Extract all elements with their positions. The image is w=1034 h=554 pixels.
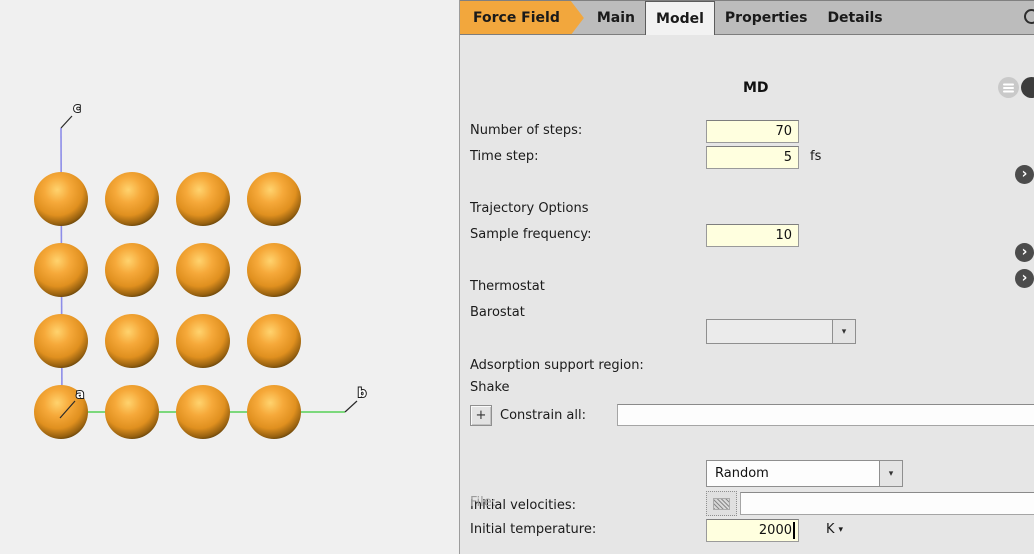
atom-sphere[interactable] [176,385,230,439]
tab-bar: Force Field Main Model Properties Detail… [460,0,1034,35]
atom-sphere[interactable] [105,243,159,297]
file-path-input[interactable] [740,492,1034,515]
hamburger-menu-icon[interactable] [998,77,1019,98]
chevron-right-icon: › [1021,165,1028,182]
browse-file-icon [713,497,730,510]
initial-temperature-label: Initial temperature: [470,522,597,537]
page-title: MD [743,80,769,96]
time-step-label: Time step: [470,149,539,164]
atom-sphere[interactable] [34,314,88,368]
atom-sphere[interactable] [247,243,301,297]
md-settings-panel: MD Number of steps: Time step: fs Trajec… [460,35,1034,554]
chevron-down-icon: ▾ [838,525,844,535]
atom-sphere[interactable] [105,385,159,439]
menu-lines-glyph [1003,86,1014,89]
3d-viewport[interactable]: c a b [0,0,459,554]
thermostat-expand-button[interactable]: › [1015,243,1034,262]
tab-model[interactable]: Model [645,1,715,35]
barostat-expand-button[interactable]: › [1015,269,1034,288]
tab-properties[interactable]: Properties [724,10,808,26]
chevron-right-icon: › [1021,243,1028,260]
adsorption-support-region-dropdown[interactable]: ▾ [706,319,856,344]
sample-frequency-label: Sample frequency: [470,227,592,242]
initial-velocities-dropdown[interactable]: Random ▾ [706,460,903,487]
tab-main[interactable]: Main [596,10,636,26]
thermostat-label: Thermostat [470,279,545,294]
add-constraint-button[interactable]: + [470,405,492,426]
atom-sphere[interactable] [34,243,88,297]
panel-toggle-icon[interactable] [1021,77,1034,98]
atom-sphere[interactable] [105,172,159,226]
initial-temperature-input[interactable] [706,519,799,542]
initial-velocities-label: Initial velocities: [470,498,576,513]
atom-sphere[interactable] [247,172,301,226]
number-of-steps-input[interactable] [706,120,799,143]
atom-sphere[interactable] [176,314,230,368]
atom-sphere[interactable] [247,385,301,439]
a-axis-label: a [76,387,84,401]
tab-force-field[interactable]: Force Field [460,1,584,35]
chevron-down-icon[interactable]: ▾ [879,461,902,486]
tab-bar-underline [460,34,1034,35]
time-step-input[interactable] [706,146,799,169]
file-label: File: [470,495,497,510]
text-cursor [793,522,795,539]
atom-group [34,172,301,439]
time-step-unit: fs [810,149,822,164]
trajectory-options-expand-button[interactable]: › [1015,165,1034,184]
atom-sphere[interactable] [105,314,159,368]
atom-sphere[interactable] [34,172,88,226]
chevron-right-icon: › [1021,269,1028,286]
shake-label: Shake [470,380,510,395]
adsorption-support-region-label: Adsorption support region: [470,358,644,373]
molecule-scene: c a b [34,100,368,439]
constrain-all-label: Constrain all: [500,408,587,423]
tab-details[interactable]: Details [827,10,883,26]
atom-sphere[interactable] [176,172,230,226]
browse-file-button[interactable] [706,491,737,516]
barostat-label: Barostat [470,305,525,320]
dropdown-value: Random [715,466,769,481]
constrain-all-input[interactable] [617,404,1034,426]
initial-temperature-field [706,519,799,542]
temperature-unit-dropdown[interactable]: K ▾ [826,522,843,537]
b-axis-tick [344,400,358,413]
atom-sphere[interactable] [34,385,88,439]
trajectory-options-label: Trajectory Options [470,201,589,216]
search-icon[interactable] [1024,9,1034,24]
c-axis-tick [60,115,73,129]
a-axis-tick [59,400,76,419]
plus-icon: + [475,408,487,423]
b-axis-label: b [358,386,367,400]
atom-sphere[interactable] [176,243,230,297]
temperature-unit: K [826,522,835,537]
viewport-panel-divider [459,0,460,554]
atom-sphere[interactable] [247,314,301,368]
chevron-down-icon[interactable]: ▾ [832,320,855,343]
c-axis-label: c [73,101,80,115]
number-of-steps-label: Number of steps: [470,123,583,138]
sample-frequency-input[interactable] [706,224,799,247]
